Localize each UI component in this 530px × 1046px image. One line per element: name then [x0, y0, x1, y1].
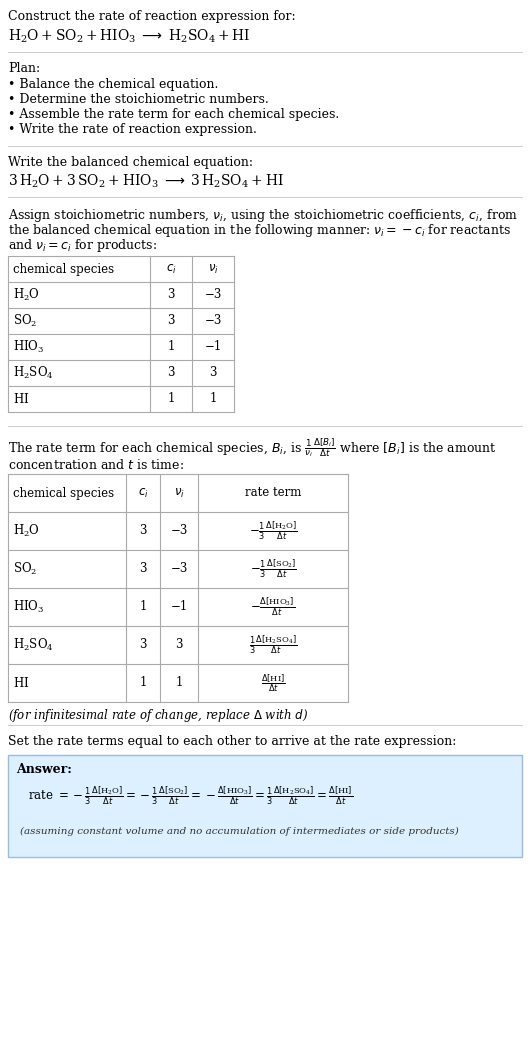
Text: 1: 1: [167, 341, 175, 354]
Text: $\mathregular{H_2O + SO_2 + HIO_3}$$\;\longrightarrow\;$$\mathregular{H_2SO_4 + : $\mathregular{H_2O + SO_2 + HIO_3}$$\;\l…: [8, 28, 251, 45]
Text: Assign stoichiometric numbers, $\nu_i$, using the stoichiometric coefficients, $: Assign stoichiometric numbers, $\nu_i$, …: [8, 207, 518, 224]
Text: and $\nu_i = c_i$ for products:: and $\nu_i = c_i$ for products:: [8, 237, 157, 254]
Text: 1: 1: [139, 600, 147, 614]
Text: 3: 3: [139, 524, 147, 538]
Text: (assuming constant volume and no accumulation of intermediates or side products): (assuming constant volume and no accumul…: [20, 827, 459, 836]
Text: 3: 3: [209, 366, 217, 380]
FancyBboxPatch shape: [8, 755, 522, 857]
Text: $c_i$: $c_i$: [166, 263, 176, 275]
Text: −1: −1: [205, 341, 222, 354]
Text: $-\frac{1}{3}\frac{\Delta[\mathregular{SO_2}]}{\Delta t}$: $-\frac{1}{3}\frac{\Delta[\mathregular{S…: [250, 558, 296, 581]
Text: $\mathregular{HI}$: $\mathregular{HI}$: [13, 392, 29, 406]
Text: $\mathregular{HIO_3}$: $\mathregular{HIO_3}$: [13, 339, 45, 355]
Text: $-\frac{1}{3}\frac{\Delta[\mathregular{H_2O}]}{\Delta t}$: $-\frac{1}{3}\frac{\Delta[\mathregular{H…: [249, 520, 297, 542]
Text: $\mathregular{3\,H_2O + 3\,SO_2 + HIO_3}$$\;\longrightarrow\;$$\mathregular{3\,H: $\mathregular{3\,H_2O + 3\,SO_2 + HIO_3}…: [8, 173, 284, 190]
Text: $\mathregular{H_2SO_4}$: $\mathregular{H_2SO_4}$: [13, 637, 54, 653]
Text: Write the balanced chemical equation:: Write the balanced chemical equation:: [8, 156, 253, 169]
Text: $\mathregular{H_2SO_4}$: $\mathregular{H_2SO_4}$: [13, 365, 54, 381]
Text: 1: 1: [209, 392, 217, 406]
Text: $\frac{\Delta[\mathregular{HI}]}{\Delta t}$: $\frac{\Delta[\mathregular{HI}]}{\Delta …: [261, 673, 285, 693]
Text: $-\frac{\Delta[\mathregular{HIO_3}]}{\Delta t}$: $-\frac{\Delta[\mathregular{HIO_3}]}{\De…: [251, 596, 296, 618]
Text: the balanced chemical equation in the following manner: $\nu_i = -c_i$ for react: the balanced chemical equation in the fo…: [8, 222, 511, 238]
Text: $\mathregular{SO_2}$: $\mathregular{SO_2}$: [13, 561, 37, 577]
Text: concentration and $t$ is time:: concentration and $t$ is time:: [8, 458, 184, 472]
Text: $\nu_i$: $\nu_i$: [174, 486, 184, 500]
Text: 3: 3: [167, 289, 175, 301]
Text: • Write the rate of reaction expression.: • Write the rate of reaction expression.: [8, 123, 257, 136]
Text: chemical species: chemical species: [13, 486, 114, 500]
Text: $c_i$: $c_i$: [138, 486, 148, 500]
Text: $\mathregular{H_2O}$: $\mathregular{H_2O}$: [13, 287, 40, 303]
Text: 1: 1: [167, 392, 175, 406]
Text: −3: −3: [170, 524, 188, 538]
Text: $\frac{1}{3}\frac{\Delta[\mathregular{H_2SO_4}]}{\Delta t}$: $\frac{1}{3}\frac{\Delta[\mathregular{H_…: [249, 634, 297, 656]
Text: • Balance the chemical equation.: • Balance the chemical equation.: [8, 78, 218, 91]
Text: −3: −3: [204, 289, 222, 301]
Text: −3: −3: [170, 563, 188, 575]
Text: 3: 3: [139, 638, 147, 652]
Text: $\mathregular{HI}$: $\mathregular{HI}$: [13, 676, 29, 690]
Text: The rate term for each chemical species, $B_i$, is $\frac{1}{\nu_i}\frac{\Delta[: The rate term for each chemical species,…: [8, 436, 497, 459]
Text: Plan:: Plan:: [8, 62, 40, 75]
Text: −1: −1: [170, 600, 188, 614]
Text: 1: 1: [175, 677, 183, 689]
Text: • Determine the stoichiometric numbers.: • Determine the stoichiometric numbers.: [8, 93, 269, 106]
Text: • Assemble the rate term for each chemical species.: • Assemble the rate term for each chemic…: [8, 108, 339, 121]
Text: −3: −3: [204, 315, 222, 327]
Text: $\nu_i$: $\nu_i$: [208, 263, 218, 275]
Text: rate $= -\frac{1}{3}\frac{\Delta[\mathregular{H_2O}]}{\Delta t} = -\frac{1}{3}\f: rate $= -\frac{1}{3}\frac{\Delta[\mathre…: [28, 784, 353, 808]
Text: 3: 3: [167, 366, 175, 380]
Text: Construct the rate of reaction expression for:: Construct the rate of reaction expressio…: [8, 10, 296, 23]
Text: $\mathregular{SO_2}$: $\mathregular{SO_2}$: [13, 313, 37, 329]
Text: rate term: rate term: [245, 486, 301, 500]
Text: 3: 3: [139, 563, 147, 575]
Text: Answer:: Answer:: [16, 763, 72, 776]
Text: 3: 3: [175, 638, 183, 652]
Text: 1: 1: [139, 677, 147, 689]
Text: (for infinitesimal rate of change, replace $\Delta$ with $d$): (for infinitesimal rate of change, repla…: [8, 707, 308, 724]
Text: 3: 3: [167, 315, 175, 327]
Text: $\mathregular{H_2O}$: $\mathregular{H_2O}$: [13, 523, 40, 539]
Text: Set the rate terms equal to each other to arrive at the rate expression:: Set the rate terms equal to each other t…: [8, 735, 456, 748]
Text: $\mathregular{HIO_3}$: $\mathregular{HIO_3}$: [13, 599, 45, 615]
Text: chemical species: chemical species: [13, 263, 114, 275]
